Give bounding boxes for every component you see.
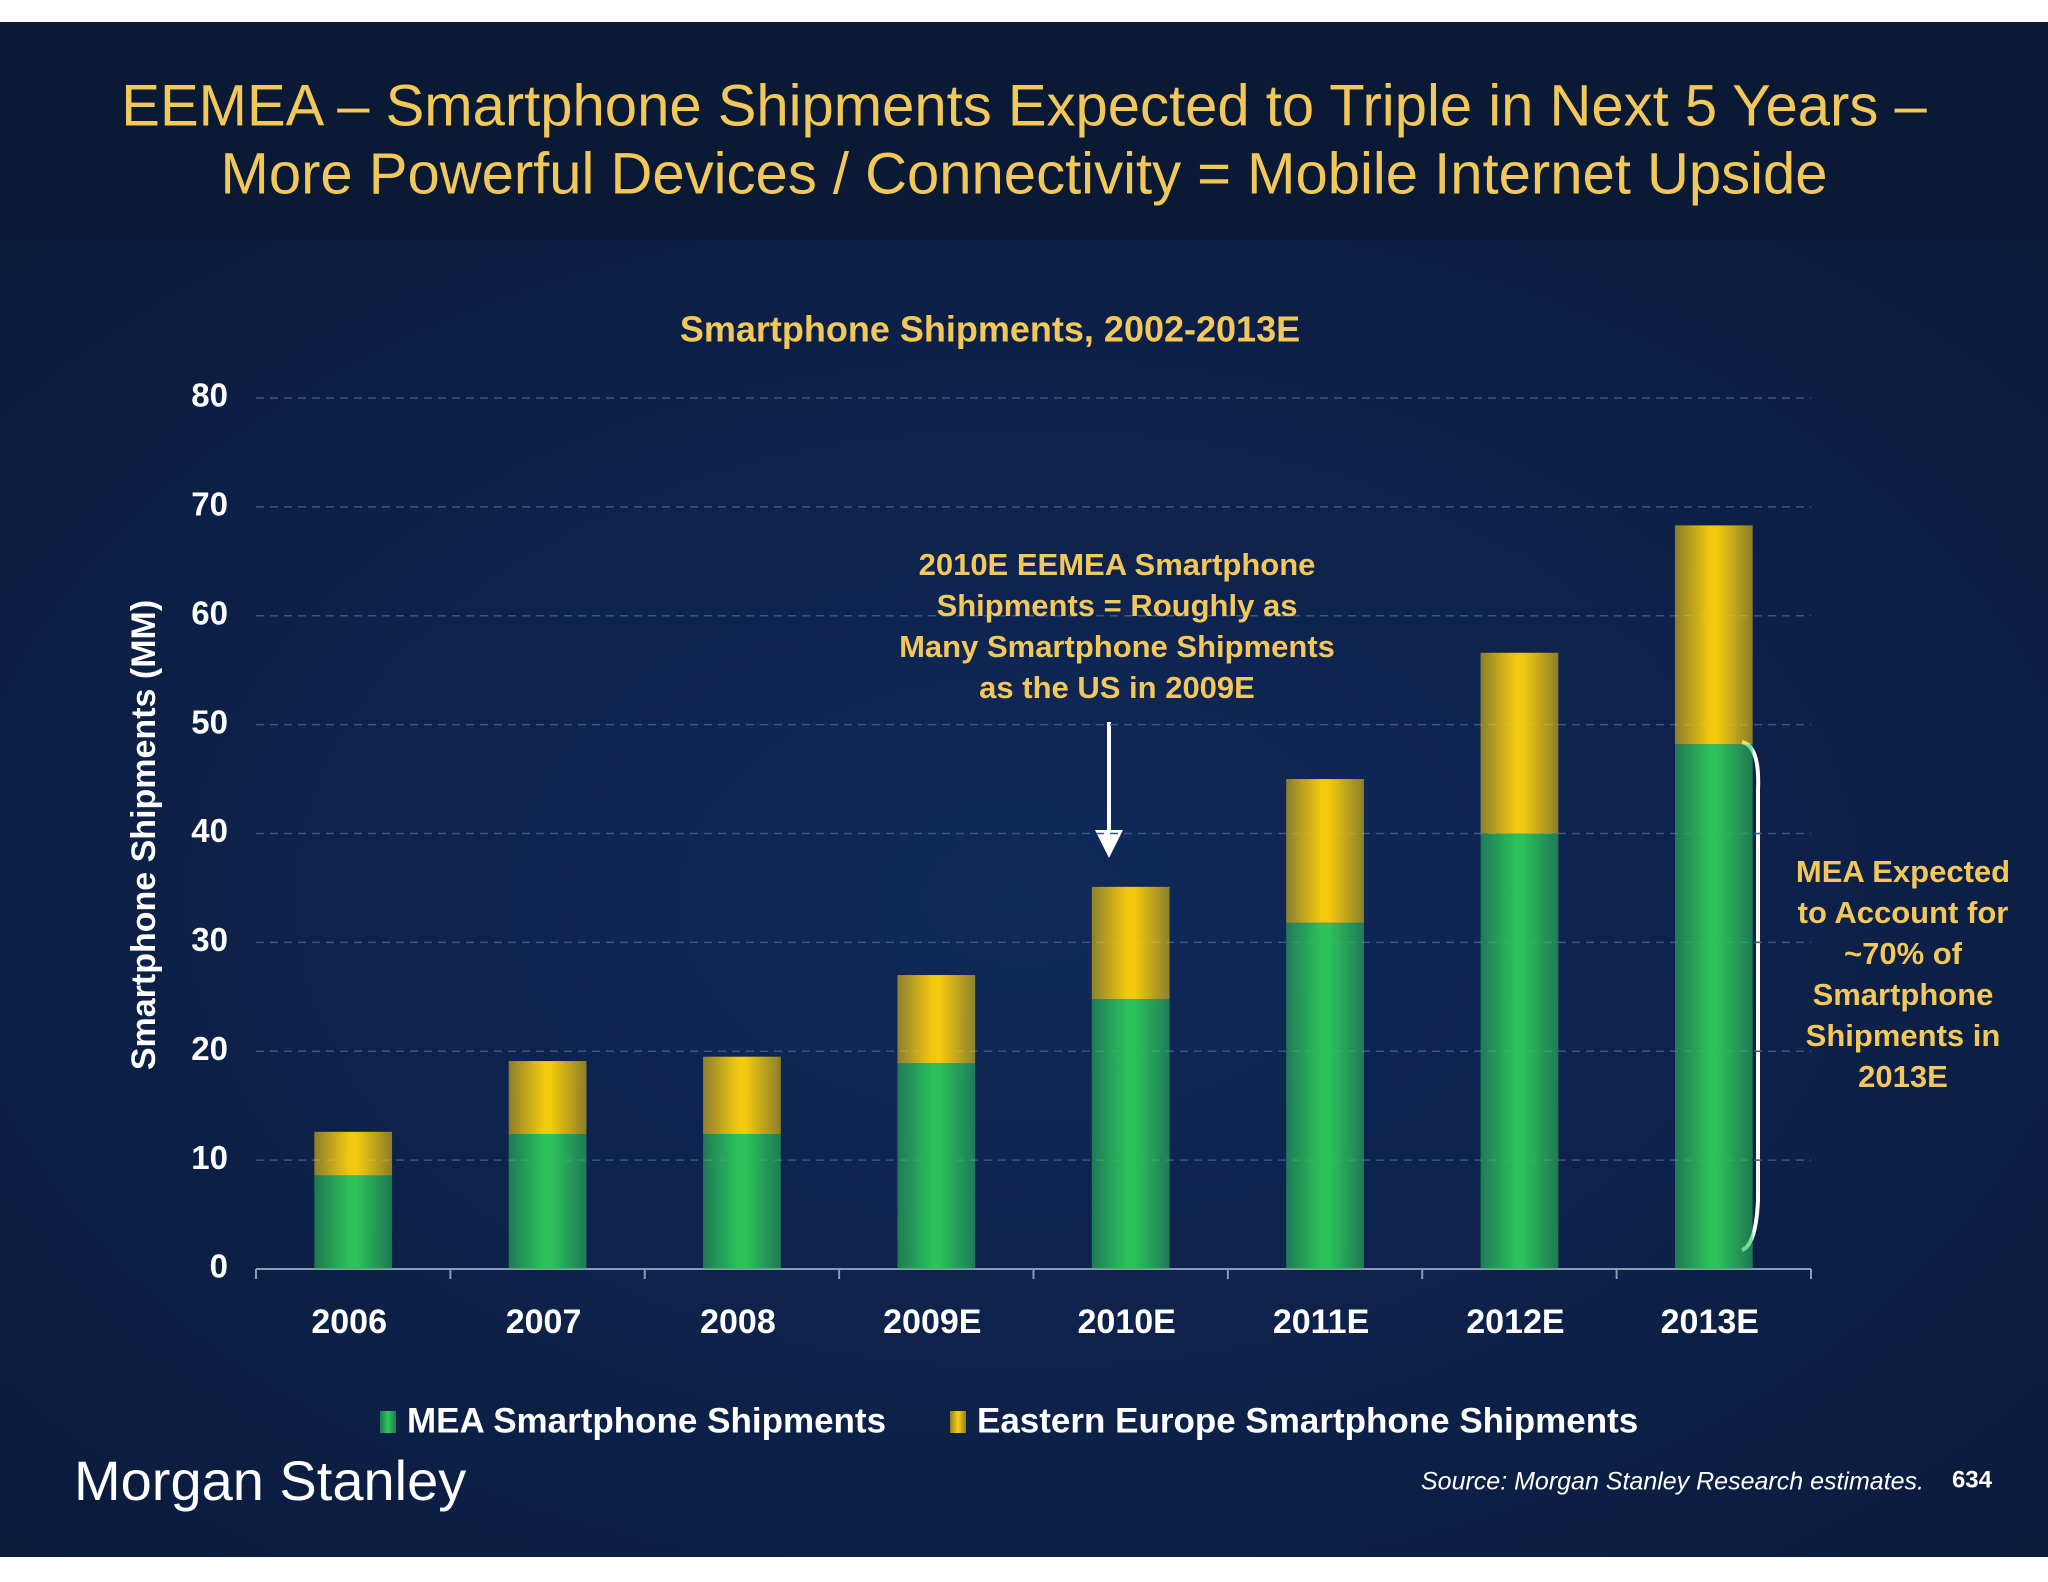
bar-segment — [508, 1061, 587, 1134]
bar-segment — [314, 1131, 393, 1176]
y-tick-label: 70 — [191, 486, 228, 523]
annotation-line: Many Smartphone Shipments — [899, 629, 1335, 664]
bar-segment — [1480, 652, 1559, 834]
y-tick-label: 50 — [191, 703, 228, 740]
legend-swatch — [380, 1411, 396, 1433]
bar-segment — [1674, 744, 1753, 1269]
x-tick-label: 2009E — [883, 1303, 981, 1341]
annotation-line: as the US in 2009E — [979, 670, 1255, 705]
y-tick-label: 80 — [191, 377, 228, 414]
bar-segment — [1091, 886, 1170, 999]
bar-segment — [1286, 922, 1364, 1269]
bar-segment — [897, 1063, 976, 1269]
bar-segment — [703, 1133, 781, 1269]
annotation-line: ~70% of — [1844, 936, 1963, 971]
annotation-line: to Account for — [1798, 895, 2009, 930]
source-note: Source: Morgan Stanley Research estimate… — [1421, 1468, 1924, 1496]
bar-segment — [1286, 779, 1364, 923]
annotation-line: 2010E EEMEA Smartphone — [919, 547, 1316, 582]
bar-segment — [1480, 833, 1559, 1269]
bar-segment — [1674, 525, 1753, 745]
bar-segment — [1091, 998, 1170, 1269]
header-band — [0, 22, 2048, 240]
annotation-line: Shipments in — [1806, 1018, 2001, 1053]
bar-segment — [508, 1133, 587, 1269]
x-tick-label: 2013E — [1661, 1303, 1759, 1341]
annotation-line: Smartphone — [1813, 977, 1994, 1012]
x-tick-label: 2006 — [311, 1303, 387, 1341]
chart-title: Smartphone Shipments, 2002-2013E — [680, 309, 1300, 350]
y-axis-label: Smartphone Shipments (MM) — [125, 600, 163, 1070]
y-tick-label: 20 — [191, 1030, 228, 1067]
x-tick-label: 2008 — [700, 1303, 776, 1341]
page-number: 634 — [1952, 1466, 1993, 1493]
logo: Morgan Stanley — [74, 1449, 466, 1512]
bar-segment — [703, 1056, 781, 1134]
slide-title: More Powerful Devices / Connectivity = M… — [221, 141, 1828, 206]
bar-segment — [314, 1175, 393, 1269]
y-tick-label: 0 — [210, 1248, 228, 1285]
slide-title: EEMEA – Smartphone Shipments Expected to… — [121, 73, 1927, 138]
x-tick-label: 2011E — [1273, 1303, 1369, 1341]
bar-segment — [897, 975, 976, 1064]
x-tick-label: 2012E — [1466, 1303, 1564, 1341]
y-tick-label: 10 — [191, 1139, 228, 1176]
arrow-head — [1095, 830, 1123, 858]
annotation-line: 2013E — [1858, 1059, 1948, 1094]
annotation-line: Shipments = Roughly as — [937, 588, 1298, 623]
legend-swatch — [950, 1411, 966, 1433]
x-tick-label: 2010E — [1078, 1303, 1176, 1341]
y-tick-label: 60 — [191, 594, 228, 631]
x-tick-label: 2007 — [506, 1303, 582, 1341]
annotation-line: MEA Expected — [1796, 854, 2010, 889]
legend-label: Eastern Europe Smartphone Shipments — [977, 1401, 1638, 1440]
y-tick-label: 40 — [191, 812, 228, 849]
y-tick-label: 30 — [191, 921, 228, 958]
legend-label: MEA Smartphone Shipments — [407, 1401, 886, 1440]
